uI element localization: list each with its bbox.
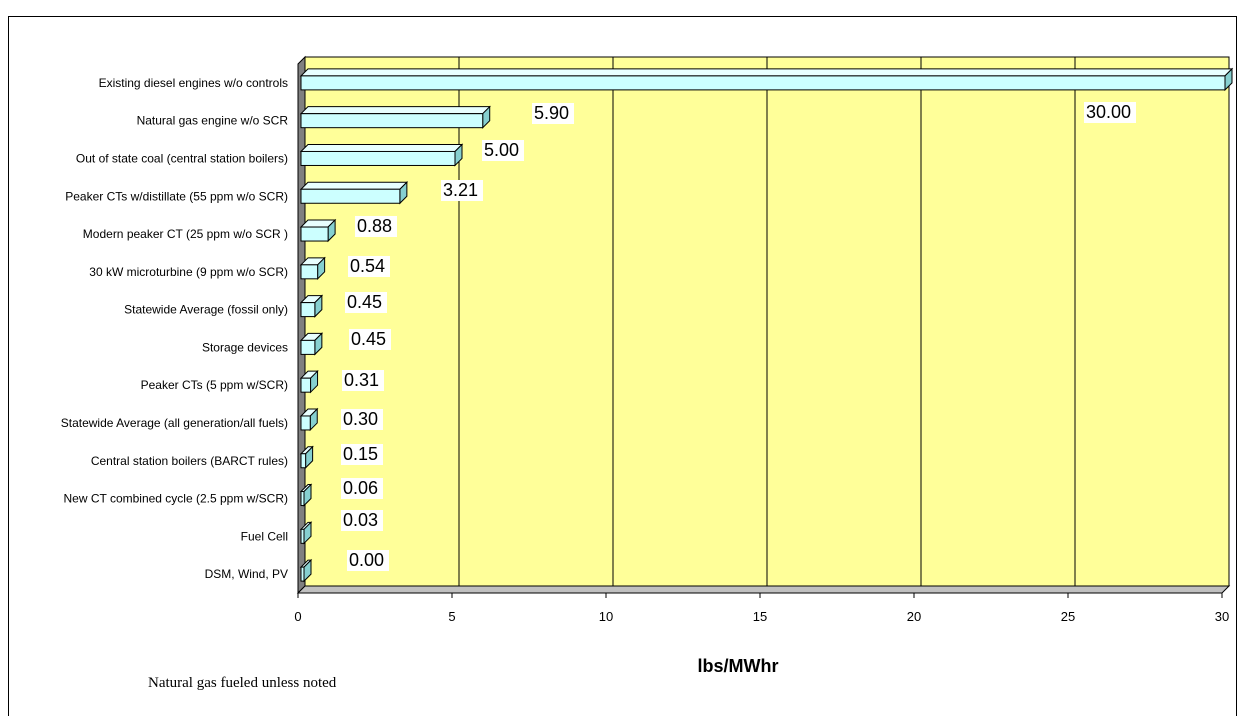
bar	[300, 339, 316, 355]
data-label-bg	[482, 140, 524, 161]
data-label: 0.06	[343, 478, 378, 498]
bar	[300, 491, 305, 507]
bar	[300, 150, 456, 166]
category-label: Statewide Average (fossil only)	[124, 303, 288, 317]
bar	[300, 113, 484, 129]
category-label: Modern peaker CT (25 ppm w/o SCR )	[83, 227, 288, 241]
category-label: DSM, Wind, PV	[205, 567, 288, 581]
category-label: 30 kW microturbine (9 ppm w/o SCR)	[89, 265, 288, 279]
data-label: 0.30	[343, 409, 378, 429]
bar	[300, 453, 307, 469]
bar	[300, 566, 305, 582]
data-label-bg	[341, 444, 383, 465]
data-label: 0.54	[350, 256, 385, 276]
data-label-bg	[441, 180, 483, 201]
bar	[300, 302, 316, 318]
category-label: Peaker CTs w/distillate (55 ppm w/o SCR)	[65, 189, 288, 203]
data-label-bg	[355, 216, 397, 237]
data-label-bg	[341, 510, 383, 531]
data-label: 5.90	[534, 103, 569, 123]
bar-top	[299, 68, 1234, 77]
data-label: 0.88	[357, 216, 392, 236]
data-label-bg	[347, 550, 389, 571]
x-tick-label: 15	[753, 609, 767, 624]
data-label-bg	[349, 329, 391, 350]
category-label: New CT combined cycle (2.5 ppm w/SCR)	[63, 492, 288, 506]
data-label: 0.00	[349, 550, 384, 570]
bar	[300, 188, 401, 204]
bar-top	[299, 181, 409, 190]
bar-top	[299, 106, 491, 115]
labels-layer: 0 5 10 15 20 25 30 Existing diesel engines w/o …	[61, 76, 1229, 691]
x-tick-label: 0	[294, 609, 301, 624]
floor	[296, 585, 1231, 594]
data-label: 0.03	[343, 510, 378, 530]
bar	[300, 75, 1226, 91]
side-wall	[297, 55, 306, 595]
data-label: 3.21	[443, 180, 478, 200]
data-label-bg	[1084, 102, 1136, 123]
data-label-bg	[341, 478, 383, 499]
category-label: Natural gas engine w/o SCR	[137, 114, 289, 128]
x-tick-label: 5	[448, 609, 455, 624]
bar	[300, 415, 311, 431]
x-tick-label: 30	[1215, 609, 1229, 624]
chart-frame	[8, 16, 1237, 716]
plot-area	[296, 55, 1231, 598]
data-label: 30.00	[1086, 102, 1131, 122]
category-label: Storage devices	[202, 340, 288, 354]
category-label: Out of state coal (central station boile…	[76, 151, 288, 165]
bar	[300, 264, 319, 280]
footnote: Natural gas fueled unless noted	[148, 675, 337, 691]
data-label: 0.15	[343, 444, 378, 464]
data-label-bg	[345, 292, 387, 313]
category-label: Fuel Cell	[241, 529, 288, 543]
bars-layer	[299, 67, 1234, 583]
bar	[300, 377, 312, 393]
category-label: Statewide Average (all generation/all fu…	[61, 416, 288, 430]
bar	[300, 226, 329, 242]
data-label-bg	[341, 409, 383, 430]
data-label: 0.31	[344, 370, 379, 390]
category-label: Existing diesel engines w/o controls	[99, 76, 288, 90]
bar-top	[299, 143, 464, 152]
x-tick-label: 20	[907, 609, 921, 624]
data-label-bg	[348, 256, 390, 277]
data-label-bg	[342, 370, 384, 391]
bar	[300, 528, 305, 544]
x-axis-title: lbs/MWhr	[698, 656, 779, 676]
x-tick-label: 25	[1061, 609, 1075, 624]
data-label-bg	[532, 103, 574, 124]
data-label: 0.45	[351, 329, 386, 349]
category-label: Peaker CTs (5 ppm w/SCR)	[141, 378, 288, 392]
category-label: Central station boilers (BARCT rules)	[91, 454, 288, 468]
data-label: 5.00	[484, 140, 519, 160]
data-label: 0.45	[347, 292, 382, 312]
x-tick-label: 10	[599, 609, 613, 624]
